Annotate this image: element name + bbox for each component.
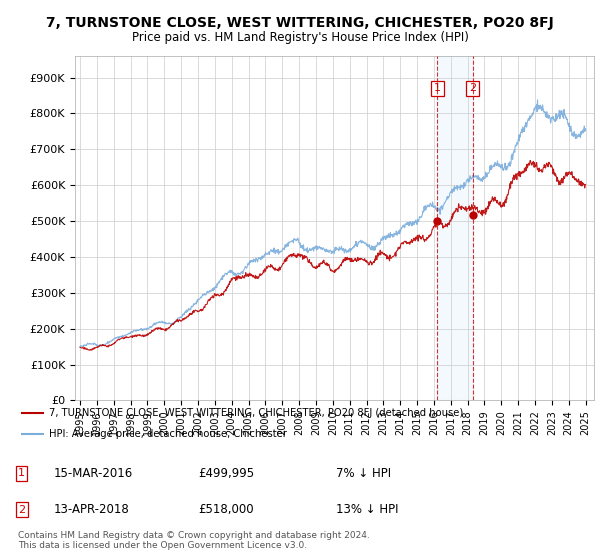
Text: 7, TURNSTONE CLOSE, WEST WITTERING, CHICHESTER, PO20 8FJ: 7, TURNSTONE CLOSE, WEST WITTERING, CHIC…	[46, 16, 554, 30]
Text: £518,000: £518,000	[198, 503, 254, 516]
Text: Contains HM Land Registry data © Crown copyright and database right 2024.
This d: Contains HM Land Registry data © Crown c…	[18, 530, 370, 550]
Text: HPI: Average price, detached house, Chichester: HPI: Average price, detached house, Chic…	[49, 430, 287, 439]
Text: Price paid vs. HM Land Registry's House Price Index (HPI): Price paid vs. HM Land Registry's House …	[131, 31, 469, 44]
Text: 7% ↓ HPI: 7% ↓ HPI	[336, 466, 391, 480]
Text: 2: 2	[469, 83, 476, 94]
Text: 7, TURNSTONE CLOSE, WEST WITTERING, CHICHESTER, PO20 8FJ (detached house): 7, TURNSTONE CLOSE, WEST WITTERING, CHIC…	[49, 408, 464, 418]
Text: 15-MAR-2016: 15-MAR-2016	[54, 466, 133, 480]
Text: 13% ↓ HPI: 13% ↓ HPI	[336, 503, 398, 516]
Text: 13-APR-2018: 13-APR-2018	[54, 503, 130, 516]
Text: £499,995: £499,995	[198, 466, 254, 480]
Text: 1: 1	[434, 83, 441, 94]
Text: 1: 1	[18, 468, 25, 478]
Text: 2: 2	[18, 505, 25, 515]
Bar	[437, 56, 473, 400]
